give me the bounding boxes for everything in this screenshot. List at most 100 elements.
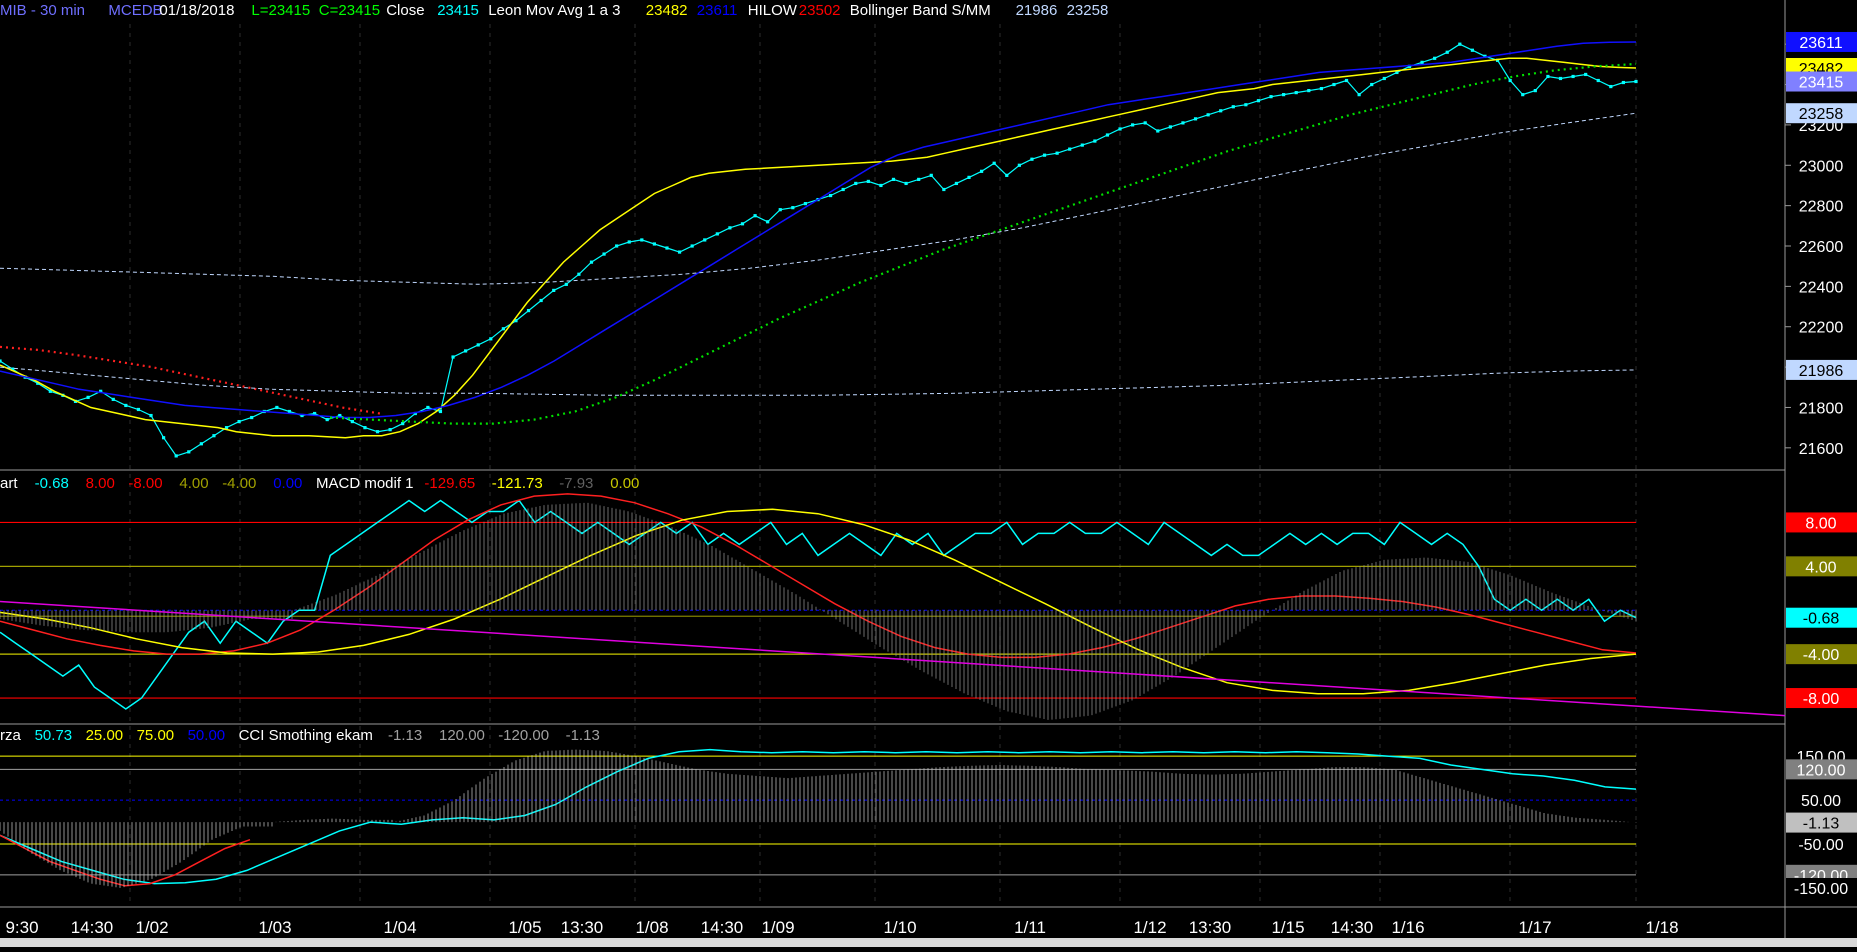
xaxis-label: 1/17 xyxy=(1518,918,1551,937)
data-point xyxy=(1621,80,1626,85)
data-point xyxy=(1105,133,1110,137)
data-point xyxy=(539,298,543,303)
legend-item: -121.73 xyxy=(492,475,543,492)
xaxis-label: 1/10 xyxy=(883,918,916,937)
data-point xyxy=(149,413,153,418)
value-tag xyxy=(1786,759,1857,780)
legend-item: C=23415 xyxy=(319,2,380,19)
data-point xyxy=(1307,89,1311,93)
value-tag-label: -50.00 xyxy=(1798,837,1843,854)
data-point xyxy=(1558,76,1563,81)
xaxis-label: 1/11 xyxy=(1014,918,1046,937)
legend-item: -1.13 xyxy=(388,727,422,744)
data-point xyxy=(1546,74,1550,79)
data-point xyxy=(136,407,141,412)
data-point xyxy=(577,272,581,276)
cci-levels xyxy=(0,755,1636,876)
data-point xyxy=(1508,78,1512,83)
series--129-65 xyxy=(0,834,251,887)
value-tag-label: -150.00 xyxy=(1794,881,1848,898)
data-point xyxy=(879,183,883,188)
xaxis-label: 14:30 xyxy=(71,918,114,937)
data-point xyxy=(615,244,619,248)
data-point xyxy=(1206,113,1210,117)
series--0-68 xyxy=(0,499,1637,710)
data-point xyxy=(464,349,468,353)
xaxis-label: 1/03 xyxy=(258,918,291,937)
data-point xyxy=(1219,109,1223,113)
data-point xyxy=(199,442,203,446)
legend-item: art xyxy=(0,475,18,492)
data-point xyxy=(1231,105,1235,109)
series--7-93 xyxy=(0,502,1637,720)
value-tag xyxy=(1786,71,1857,92)
value-tag-label: 23258 xyxy=(1799,106,1844,123)
data-point xyxy=(162,436,166,440)
xaxis-label: 13:30 xyxy=(1189,918,1232,937)
data-point xyxy=(526,308,531,313)
legend-item: -1.13 xyxy=(566,727,600,744)
legend-item: rza xyxy=(0,727,21,744)
value-tag-label: -1.13 xyxy=(1803,816,1840,833)
series--121-73 xyxy=(0,508,1637,695)
series-50-73 xyxy=(0,748,1637,885)
data-point xyxy=(1370,82,1374,87)
data-point xyxy=(1042,153,1047,157)
xaxis-label: 13:30 xyxy=(561,918,604,937)
series-line xyxy=(0,499,1637,710)
data-point xyxy=(1068,147,1072,151)
data-point xyxy=(1030,157,1034,161)
cci-legend: rza 50.73 25.00 75.00 50.00 CCI Smothing ekam… xyxy=(0,727,600,744)
data-point xyxy=(589,260,594,264)
legend-item: -8.00 xyxy=(128,475,162,492)
legend-item: 25.00 xyxy=(86,727,124,744)
data-point xyxy=(1357,93,1361,97)
data-point xyxy=(1055,151,1059,155)
data-point xyxy=(1244,103,1248,107)
value-tag xyxy=(1786,607,1857,628)
data-point xyxy=(451,355,455,359)
data-point xyxy=(1584,72,1588,77)
series-line xyxy=(0,345,381,415)
data-point xyxy=(640,238,644,242)
tick-label: 22600 xyxy=(1799,239,1844,256)
macd-levels xyxy=(0,521,1636,699)
value-tag-label: 50.00 xyxy=(1801,793,1841,810)
data-point xyxy=(904,181,908,186)
legend-item: 8.00 xyxy=(86,475,115,492)
legend-item: 50.73 xyxy=(35,727,73,744)
legend-item: 01/18/2018 xyxy=(159,2,234,19)
series-line xyxy=(329,62,1637,425)
data-point xyxy=(803,202,808,206)
series-line xyxy=(0,112,1637,285)
value-tag xyxy=(1786,556,1857,577)
value-tag xyxy=(1786,878,1857,898)
data-point xyxy=(1458,42,1462,46)
legend-item: 23502 xyxy=(799,2,841,19)
legend-item: 4.00 xyxy=(179,475,208,492)
data-point xyxy=(854,181,858,186)
data-point xyxy=(1156,129,1160,133)
series-line xyxy=(0,600,1786,717)
series-line xyxy=(0,57,1637,439)
data-point xyxy=(1483,54,1487,58)
xaxis-label: 1/16 xyxy=(1391,918,1424,937)
tick-label: 21800 xyxy=(1799,400,1844,417)
data-point xyxy=(1420,60,1424,64)
tick-label: 22200 xyxy=(1799,320,1844,337)
data-point xyxy=(1382,76,1386,81)
series--129-65 xyxy=(0,493,1637,659)
value-tag xyxy=(1786,790,1857,811)
value-tag xyxy=(1786,812,1857,833)
data-point xyxy=(828,193,833,198)
bottom-scrollbar xyxy=(0,938,1857,947)
data-point xyxy=(375,430,380,434)
data-point xyxy=(627,240,631,244)
data-point xyxy=(1571,74,1575,79)
data-point xyxy=(602,252,606,256)
